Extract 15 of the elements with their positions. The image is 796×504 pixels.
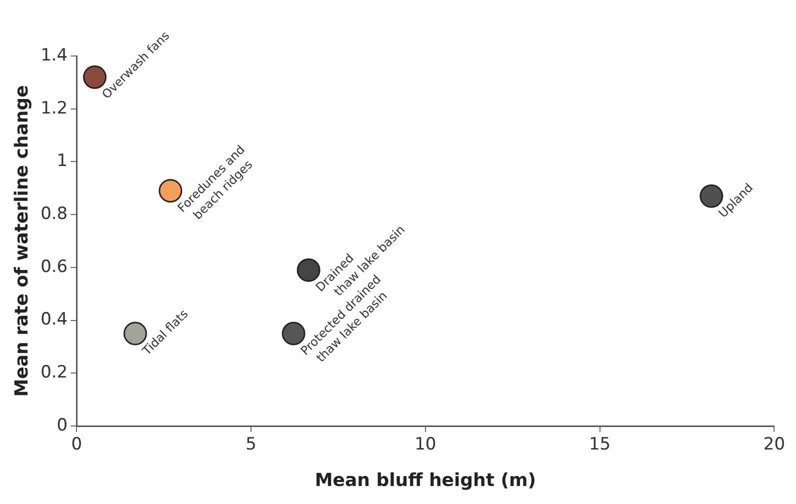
y-tick-label: 0 (56, 415, 68, 436)
y-tick-label: 0.8 (40, 204, 68, 224)
y-tick-label: 1 (56, 151, 68, 172)
x-tick-label: 0 (71, 434, 82, 455)
x-tick-label: 10 (414, 434, 436, 455)
y-tick-label: 1.4 (40, 45, 68, 66)
y-tick-label: 0.2 (40, 362, 68, 383)
y-tick-label: 0.4 (40, 310, 68, 330)
y-tick-label: 1.2 (40, 98, 68, 118)
x-axis-title: Mean bluff height (m) (314, 470, 536, 491)
y-axis-title: Mean rate of waterline change (11, 85, 32, 397)
x-tick-label: 5 (246, 434, 256, 455)
x-tick-label: 15 (588, 434, 611, 455)
x-tick-label: 20 (763, 434, 786, 455)
y-tick-label: 0.6 (40, 256, 68, 277)
